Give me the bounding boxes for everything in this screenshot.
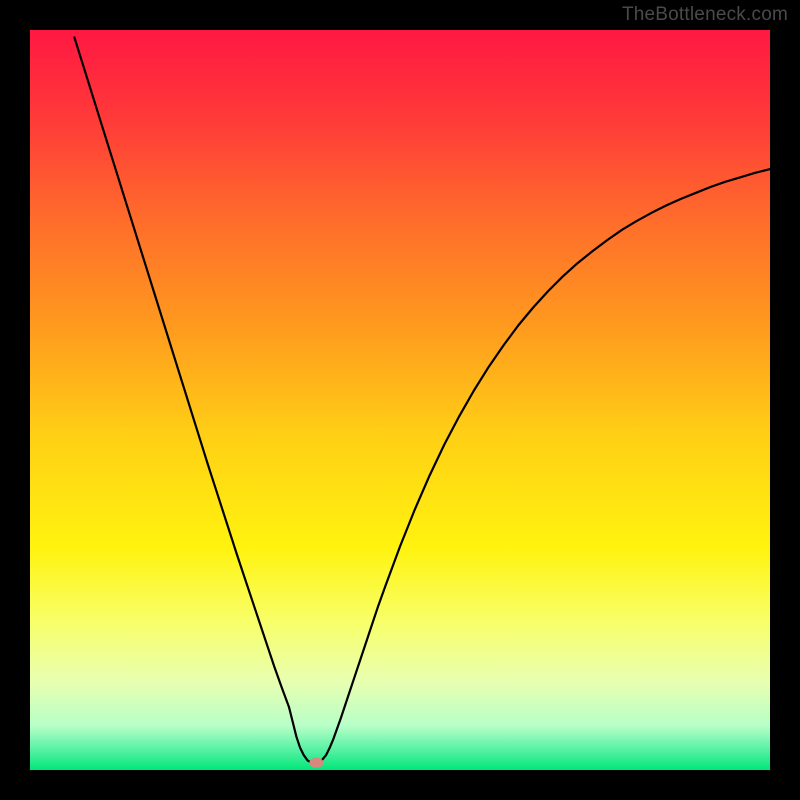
chart-outer-frame: TheBottleneck.com [0,0,800,800]
watermark-text: TheBottleneck.com [622,4,788,26]
bottleneck-chart [30,30,770,770]
chart-background-gradient [30,30,770,770]
optimal-point-marker [310,758,323,767]
